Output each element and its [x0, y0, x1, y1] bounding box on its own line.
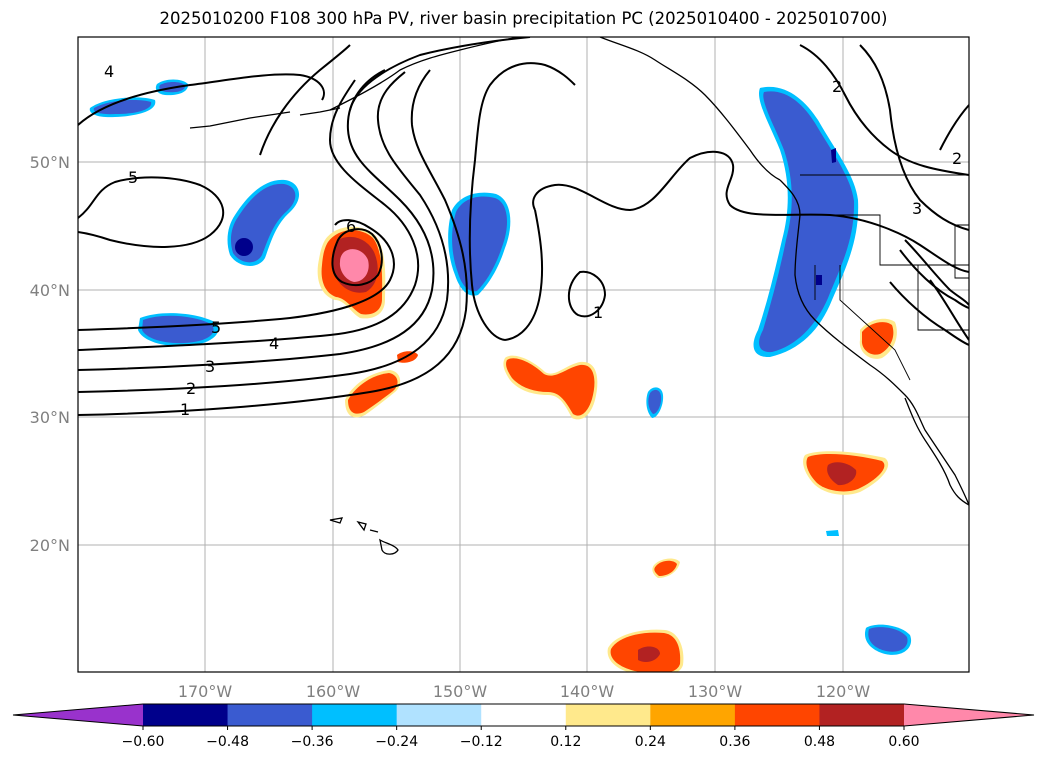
lat-label: 20°N [30, 536, 70, 555]
lat-label: 50°N [30, 153, 70, 172]
colorbar-tick-label: 0.36 [719, 734, 750, 750]
colorbar-tick-label: 0.60 [888, 734, 919, 750]
lon-label: 170°W [178, 682, 233, 701]
pv-contours [78, 37, 969, 416]
colorbar-tick-label: −0.60 [122, 734, 165, 750]
contour-label: 1 [593, 303, 603, 322]
colorbar-tick-label: 0.24 [635, 734, 666, 750]
lat-label: 30°N [30, 408, 70, 427]
colorbar-tick-label: −0.36 [291, 734, 334, 750]
lon-label: 130°W [688, 682, 743, 701]
contour-label: 5 [128, 168, 138, 187]
colorbar-segment [312, 704, 398, 726]
colorbar-segment [565, 704, 651, 726]
colorbar-extend-max [904, 704, 1034, 726]
colorbar-segment [650, 704, 736, 726]
contour-labels: 4 5 6 5 4 3 2 1 1 2 3 2 [104, 62, 962, 419]
map-frame [77, 36, 970, 673]
contour-label: 2 [952, 149, 962, 168]
contour-label: 3 [912, 199, 922, 218]
colorbar-tick-label: −0.48 [206, 734, 249, 750]
map-title: 2025010200 F108 300 hPa PV, river basin … [159, 9, 888, 28]
contour-label: 5 [211, 318, 221, 337]
contour-label: 1 [180, 400, 190, 419]
contour-label: 3 [205, 357, 215, 376]
colorbar-tick-label: 0.12 [550, 734, 581, 750]
colorbar: −0.60 −0.48 −0.36 −0.24 −0.12 0.12 0.24 0.36 0.4… [12, 703, 1035, 750]
lon-label: 150°W [433, 682, 488, 701]
colorbar-segment [481, 704, 567, 726]
lon-label: 120°W [816, 682, 871, 701]
colorbar-tick-label: −0.24 [375, 734, 418, 750]
contour-label: 4 [104, 62, 114, 81]
colorbar-segment [143, 704, 229, 726]
colorbar-segment [227, 704, 313, 726]
colorbar-segment [819, 704, 905, 726]
contour-label: 2 [832, 77, 842, 96]
contour-label: 2 [186, 379, 196, 398]
positive-anomaly-regions [317, 226, 897, 672]
lon-label: 140°W [560, 682, 615, 701]
colorbar-extend-min [13, 704, 143, 726]
colorbar-tick-label: −0.12 [460, 734, 503, 750]
colorbar-segment [396, 704, 482, 726]
contour-label: 6 [346, 217, 356, 236]
latitude-labels: 50°N 40°N 30°N 20°N [30, 153, 70, 555]
coastlines [189, 37, 969, 555]
lon-label: 160°W [306, 682, 361, 701]
colorbar-segment [734, 704, 820, 726]
contour-label: 4 [269, 334, 279, 353]
map-area [78, 37, 969, 672]
longitude-labels: 170°W 160°W 150°W 140°W 130°W 120°W [178, 682, 871, 701]
colorbar-tick-label: 0.48 [804, 734, 835, 750]
lat-label: 40°N [30, 281, 70, 300]
